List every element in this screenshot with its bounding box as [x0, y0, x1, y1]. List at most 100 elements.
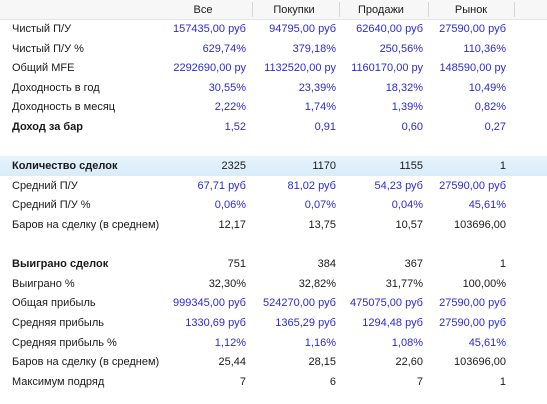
row-value: 13,75: [308, 218, 336, 231]
row-label: Выиграно %: [12, 277, 75, 290]
row-label: Чистый П/У %: [12, 42, 84, 55]
row-value: 1: [499, 160, 506, 173]
row-value: 103696,00: [454, 356, 506, 369]
table-row[interactable]: Средняя прибыль 1330,69 руб 1365,29 руб 129…: [0, 313, 547, 333]
table-row[interactable]: Средний П/У 67,71 руб 81,02 руб 54,23 руб 27…: [0, 176, 547, 196]
table-row[interactable]: Максимум подряд 7 6 7 1: [0, 372, 547, 392]
row-label: Средняя прибыль %: [12, 336, 117, 349]
row-value: 629,74%: [202, 42, 246, 55]
row-value: 1132520,00 ру: [264, 62, 336, 75]
row-value: 94795,00 руб: [269, 23, 336, 35]
row-value: 103696,00: [454, 218, 506, 231]
column-separator[interactable]: [428, 2, 429, 17]
row-value: 62640,00 руб: [356, 23, 423, 35]
row-value: 1,39%: [391, 101, 423, 114]
column-separator[interactable]: [514, 2, 515, 17]
row-value: 250,56%: [379, 42, 423, 55]
row-value: 2325: [221, 160, 246, 173]
row-label: Доходность в год: [12, 81, 100, 94]
row-label: Общий MFE: [12, 62, 75, 75]
table-row[interactable]: Чистый П/У % 629,74% 379,18% 250,56% 110,36%: [0, 39, 547, 59]
row-value: 27590,00 руб: [439, 23, 506, 35]
stats-table: Чистый П/У 157435,00 руб 94795,00 руб 62640…: [0, 19, 547, 391]
row-label: Общая прибыль: [12, 297, 96, 310]
row-value: 45,61%: [468, 336, 506, 349]
row-value: 148590,00 ру: [439, 62, 506, 75]
row-value: 27590,00 руб: [439, 297, 506, 310]
row-value: 999345,00 руб: [173, 297, 246, 310]
table-row[interactable]: Общая прибыль 999345,00 руб 524270,00 руб 4…: [0, 293, 547, 313]
table-row[interactable]: Доходность в месяц 2,22% 1,74% 1,39% 0,82%: [0, 97, 547, 117]
row-value: 0,04%: [391, 199, 423, 212]
row-value: 379,18%: [292, 42, 336, 55]
row-value: 100,00%: [462, 277, 506, 290]
row-value: 6: [329, 375, 336, 388]
table-row[interactable]: Доходность в год 30,55% 23,39% 18,32% 10,49%: [0, 78, 547, 98]
row-value: 25,44: [218, 356, 246, 369]
row-value: 67,71 руб: [197, 179, 246, 192]
table-row[interactable]: Доход за бар 1,52 0,91 0,60 0,27: [0, 117, 547, 137]
row-value: 12,17: [218, 218, 246, 231]
row-value: 0,06%: [214, 199, 246, 212]
row-value: 1365,29 руб: [275, 316, 336, 329]
table-row[interactable]: Общий MFE 2292690,00 ру 1132520,00 ру 11601…: [0, 58, 547, 78]
row-label: Доход за бар: [12, 120, 84, 133]
row-value: 22,60: [395, 356, 423, 369]
table-row[interactable]: Баров на сделку (в среднем) 12,17 13,75 10,…: [0, 215, 547, 235]
row-value: 1,74%: [304, 101, 336, 114]
table-spacer-row: [0, 137, 547, 157]
row-value: 27590,00 руб: [439, 179, 506, 192]
row-value: 23,39%: [298, 81, 336, 94]
row-value: 10,49%: [468, 81, 506, 94]
column-header-all[interactable]: Все: [193, 4, 213, 16]
row-value: 32,82%: [298, 277, 336, 290]
row-value: 10,57: [395, 218, 423, 231]
row-value: 1330,69 руб: [185, 316, 246, 329]
table-row[interactable]: Чистый П/У 157435,00 руб 94795,00 руб 62640…: [0, 19, 547, 39]
row-value: 81,02 руб: [287, 179, 336, 192]
row-value: 0,91: [314, 120, 336, 133]
row-label: Баров на сделку (в среднем): [12, 356, 160, 369]
table-row[interactable]: Баров на сделку (в среднем) 25,44 28,15 22,…: [0, 352, 547, 372]
column-header-sells[interactable]: Продажи: [358, 4, 404, 16]
row-value: 7: [239, 375, 246, 388]
row-value: 1155: [399, 160, 423, 173]
row-value: 524270,00 руб: [263, 297, 336, 310]
row-value: 18,32%: [385, 81, 423, 94]
row-label: Чистый П/У: [12, 23, 72, 35]
row-value: 1: [499, 258, 506, 271]
table-row[interactable]: Средний П/У % 0,06% 0,07% 0,04% 45,61%: [0, 195, 547, 215]
column-separator[interactable]: [252, 2, 253, 17]
row-value: 1160170,00 ру: [351, 62, 423, 75]
row-value: 32,30%: [208, 277, 246, 290]
row-value: 0,07%: [304, 199, 336, 212]
row-label: Средняя прибыль: [12, 316, 104, 329]
column-header-buys[interactable]: Покупки: [273, 4, 315, 16]
row-value: 1,08%: [391, 336, 423, 349]
row-value: 2,22%: [214, 101, 246, 114]
row-value: 384: [317, 258, 336, 271]
row-value: 0,60: [401, 120, 423, 133]
table-row[interactable]: Количество сделок 2325 1170 1155 1: [0, 156, 547, 176]
row-value: 1170: [312, 160, 336, 173]
column-header-market[interactable]: Рынок: [454, 4, 488, 16]
row-value: 27590,00 руб: [439, 316, 506, 329]
row-value: 1,52: [224, 120, 246, 133]
row-value: 1294,48 руб: [362, 316, 423, 329]
row-value: 7: [416, 375, 423, 388]
column-separator[interactable]: [339, 2, 340, 17]
row-label: Средний П/У %: [12, 199, 91, 212]
table-row[interactable]: Выиграно сделок 751 384 367 1: [0, 254, 547, 274]
table-row[interactable]: Выиграно % 32,30% 32,82% 31,77% 100,00%: [0, 274, 547, 294]
row-value: 475075,00 руб: [350, 297, 423, 310]
row-value: 31,77%: [385, 277, 423, 290]
table-row[interactable]: Средняя прибыль % 1,12% 1,16% 1,08% 45,61%: [0, 333, 547, 353]
row-value: 751: [227, 258, 246, 271]
row-label: Доходность в месяц: [12, 101, 116, 114]
row-value: 54,23 руб: [374, 179, 423, 192]
row-value: 157435,00 руб: [173, 23, 246, 35]
row-value: 2292690,00 ру: [173, 62, 246, 75]
table-spacer-row: [0, 235, 547, 255]
row-value: 1,12%: [214, 336, 246, 349]
row-value: 28,15: [308, 356, 336, 369]
